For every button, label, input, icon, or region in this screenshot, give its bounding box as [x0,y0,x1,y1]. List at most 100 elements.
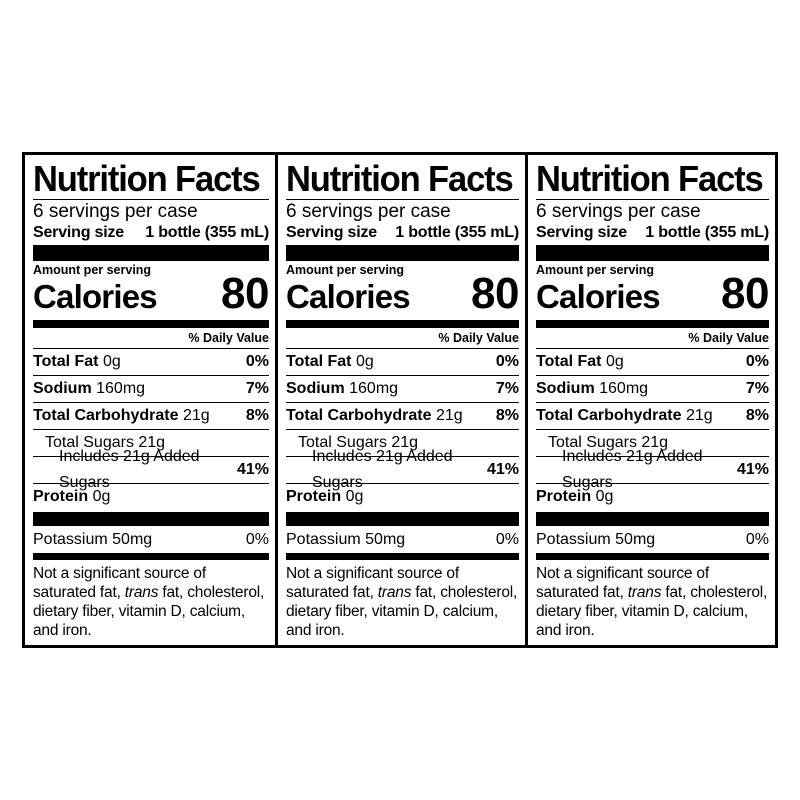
footnote: Not a significant source of saturated fa… [33,560,269,640]
thick-divider [536,512,769,526]
footnote-start: Not a significant source of saturated fa… [286,565,459,601]
total-fat-dv: 0% [745,353,769,370]
nutrition-facts-panel-3: Nutrition Facts 6 servings per case Serv… [525,155,775,645]
total-fat-label: Total Fat [536,353,602,370]
potassium: Potassium 50mg [536,531,656,548]
carb-dv: 8% [245,407,269,424]
potassium-dv: 0% [245,531,269,548]
added-sugars: Includes 21g Added Sugars [59,448,200,491]
carb-dv: 8% [745,407,769,424]
carb-amount: 21g [685,407,713,424]
total-fat-label: Total Fat [33,353,99,370]
carb-label: Total Carbohydrate [536,407,682,424]
sodium-row: Sodium 160mg 7% [536,375,769,402]
total-fat-row: Total Fat 0g 0% [33,348,269,375]
sodium-amount: 160mg [599,380,649,397]
calories-row: Calories 80 [286,272,519,316]
servings-per-container: 6 servings per case [286,201,451,222]
sodium-dv: 7% [745,380,769,397]
sodium-row: Sodium 160mg 7% [286,375,519,402]
serving-size-row: Serving size 1 bottle (355 mL) [536,223,769,243]
added-sugars-row: Includes 21g Added Sugars 41% [33,448,269,491]
thick-divider [286,512,519,526]
panel-title: Nutrition Facts [33,158,261,199]
calories-row: Calories 80 [33,272,269,316]
daily-value-header: % Daily Value [438,331,519,345]
calories-value: 80 [471,269,519,318]
sodium-amount: 160mg [349,380,399,397]
medium-divider [33,553,269,560]
total-fat-amount: 0g [605,353,624,370]
total-carbohydrate-row: Total Carbohydrate 21g 8% [33,402,269,429]
protein-label: Protein [286,488,342,505]
potassium: Potassium 50mg [286,531,406,548]
amount-per-serving: Amount per serving [33,263,152,277]
servings-per-container: 6 servings per case [536,201,701,222]
amount-per-serving: Amount per serving [286,263,405,277]
footnote-trans: trans [124,584,159,601]
carb-amount: 21g [182,407,210,424]
thick-divider [33,245,269,261]
added-sugars: Includes 21g Added Sugars [312,448,453,491]
sodium-label: Sodium [536,380,595,397]
serving-size-label: Serving size [286,224,377,241]
panel-title: Nutrition Facts [286,158,514,199]
footnote-end: fat, cholesterol, dietary fiber, vitamin… [33,584,265,639]
total-sugars: Total Sugars 21g [45,434,166,451]
total-fat-amount: 0g [102,353,121,370]
sodium-amount: 160mg [96,380,146,397]
potassium-row: Potassium 50mg 0% [286,528,519,552]
protein-label: Protein [536,488,592,505]
sodium-dv: 7% [495,380,519,397]
medium-divider [286,320,519,328]
protein-row: Protein 0g [286,483,519,510]
potassium-dv: 0% [495,531,519,548]
potassium-dv: 0% [745,531,769,548]
protein-amount: 0g [345,488,364,505]
total-fat-amount: 0g [355,353,374,370]
nutrition-facts-panel-1: Nutrition Facts 6 servings per case Serv… [25,155,275,645]
protein-amount: 0g [595,488,614,505]
total-carbohydrate-row: Total Carbohydrate 21g 8% [536,402,769,429]
potassium-row: Potassium 50mg 0% [33,528,269,552]
total-sugars-row: Total Sugars 21g [286,429,519,456]
thick-divider [536,245,769,261]
added-sugars-dv: 41% [486,461,519,478]
protein-row: Protein 0g [33,483,269,510]
divider [286,199,519,200]
total-sugars-row: Total Sugars 21g [33,429,269,456]
added-sugars-dv: 41% [236,461,269,478]
calories-row: Calories 80 [536,272,769,316]
carb-label: Total Carbohydrate [286,407,432,424]
total-carbohydrate-row: Total Carbohydrate 21g 8% [286,402,519,429]
sodium-dv: 7% [245,380,269,397]
thick-divider [33,512,269,526]
sodium-label: Sodium [33,380,92,397]
added-sugars-row: Includes 21g Added Sugars 41% [286,448,519,491]
thick-divider [286,245,519,261]
serving-size-label: Serving size [33,224,124,241]
sodium-label: Sodium [286,380,345,397]
serving-size-value: 1 bottle (355 mL) [395,224,519,241]
protein-amount: 0g [92,488,111,505]
footnote: Not a significant source of saturated fa… [536,560,769,640]
total-fat-dv: 0% [495,353,519,370]
servings-per-container: 6 servings per case [33,201,198,222]
panel-title: Nutrition Facts [536,158,764,199]
divider [536,199,769,200]
added-sugars-dv: 41% [736,461,769,478]
daily-value-header: % Daily Value [688,331,769,345]
nutrition-facts-panel-2: Nutrition Facts 6 servings per case Serv… [275,155,525,645]
footnote: Not a significant source of saturated fa… [286,560,519,640]
total-fat-dv: 0% [245,353,269,370]
serving-size-label: Serving size [536,224,627,241]
total-sugars: Total Sugars 21g [548,434,669,451]
calories-value: 80 [721,269,769,318]
medium-divider [536,553,769,560]
footnote-trans: trans [627,584,662,601]
daily-value-header: % Daily Value [188,331,269,345]
medium-divider [33,320,269,328]
footnote-start: Not a significant source of saturated fa… [33,565,206,601]
footnote-trans: trans [377,584,412,601]
total-sugars-row: Total Sugars 21g [536,429,769,456]
